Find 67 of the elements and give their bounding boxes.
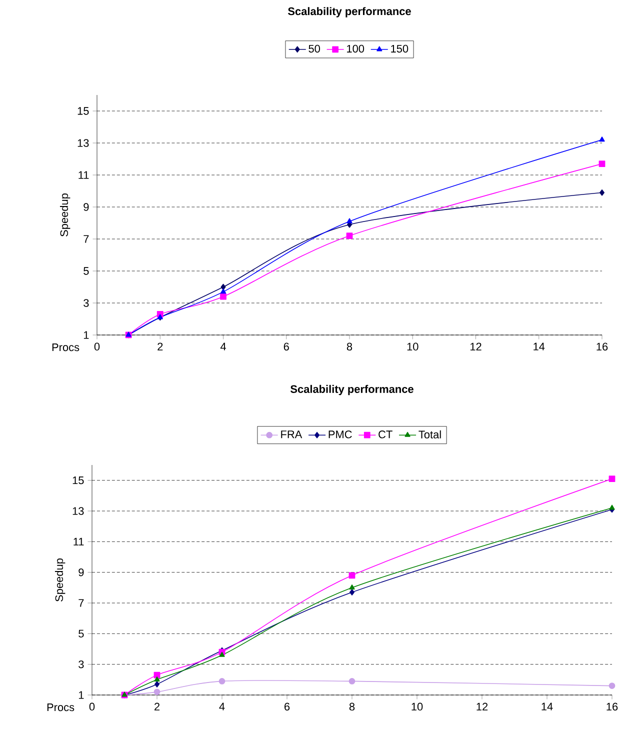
y-axis-title: Speedup bbox=[54, 558, 66, 602]
legend-label: 100 bbox=[347, 44, 364, 53]
chart-title: Scalability performance bbox=[290, 384, 414, 396]
point bbox=[220, 284, 226, 290]
point bbox=[346, 232, 353, 239]
point bbox=[608, 476, 616, 482]
x-tick-label: 2 bbox=[154, 702, 160, 710]
y-tick-label: 15 bbox=[78, 107, 89, 115]
x-tick-label: 12 bbox=[470, 342, 482, 350]
point bbox=[609, 504, 615, 510]
point bbox=[154, 681, 160, 688]
point bbox=[600, 189, 604, 196]
point bbox=[220, 293, 226, 300]
legend-label: Total bbox=[418, 430, 441, 438]
point bbox=[154, 688, 160, 696]
point bbox=[599, 136, 605, 142]
point bbox=[219, 652, 225, 657]
x-tick-label: 12 bbox=[476, 702, 488, 710]
point bbox=[154, 676, 160, 682]
x-axis-title: Procs bbox=[47, 704, 74, 712]
legend-label: PMC bbox=[328, 430, 352, 438]
x-tick-label: 8 bbox=[349, 702, 355, 711]
x-axis-title: Procs bbox=[52, 344, 80, 352]
y-tick-label: 1 bbox=[78, 691, 84, 699]
y-tick-label: 7 bbox=[84, 235, 89, 243]
y-tick-label: 7 bbox=[78, 599, 84, 607]
x-tick-label: 2 bbox=[158, 342, 163, 350]
y-tick-label: 9 bbox=[84, 203, 89, 211]
x-tick-label: 10 bbox=[412, 702, 423, 711]
x-tick-label: 6 bbox=[284, 702, 290, 711]
x-tick-label: 14 bbox=[534, 342, 545, 350]
point bbox=[220, 288, 226, 294]
chart-title: Scalability performance bbox=[288, 7, 411, 18]
x-tick-label: 6 bbox=[284, 342, 289, 351]
y-tick-label: 11 bbox=[78, 171, 89, 179]
point bbox=[218, 678, 226, 684]
y-tick-label: 13 bbox=[78, 139, 89, 147]
y-tick-label: 3 bbox=[84, 299, 89, 307]
y-tick-label: 5 bbox=[78, 630, 84, 638]
x-tick-label: 10 bbox=[407, 342, 418, 351]
point bbox=[348, 678, 356, 684]
y-tick-label: 5 bbox=[84, 267, 89, 275]
y-tick-label: 13 bbox=[72, 507, 84, 515]
legend-label: 50 bbox=[308, 44, 320, 53]
point bbox=[350, 589, 354, 596]
point bbox=[598, 160, 606, 167]
point bbox=[346, 218, 352, 224]
y-tick-label: 15 bbox=[72, 476, 84, 484]
point bbox=[348, 572, 356, 579]
y-tick-label: 9 bbox=[78, 568, 84, 576]
legend-label: CT bbox=[378, 430, 392, 438]
x-tick-label: 4 bbox=[220, 342, 226, 350]
x-tick-label: 0 bbox=[89, 702, 95, 711]
y-tick-label: 1 bbox=[84, 331, 89, 339]
y-tick-label: 3 bbox=[78, 660, 84, 668]
y-axis-title: Speedup bbox=[60, 194, 70, 236]
x-tick-label: 8 bbox=[346, 342, 352, 351]
legend-label: FRA bbox=[281, 430, 302, 438]
x-tick-label: 16 bbox=[596, 342, 608, 351]
x-tick-label: 0 bbox=[94, 342, 100, 351]
legend-label: 150 bbox=[391, 44, 408, 53]
x-tick-label: 16 bbox=[606, 702, 618, 711]
x-tick-label: 14 bbox=[542, 702, 553, 710]
y-tick-label: 11 bbox=[74, 538, 84, 546]
x-tick-label: 4 bbox=[219, 702, 225, 710]
point bbox=[349, 584, 355, 590]
point bbox=[608, 682, 616, 689]
